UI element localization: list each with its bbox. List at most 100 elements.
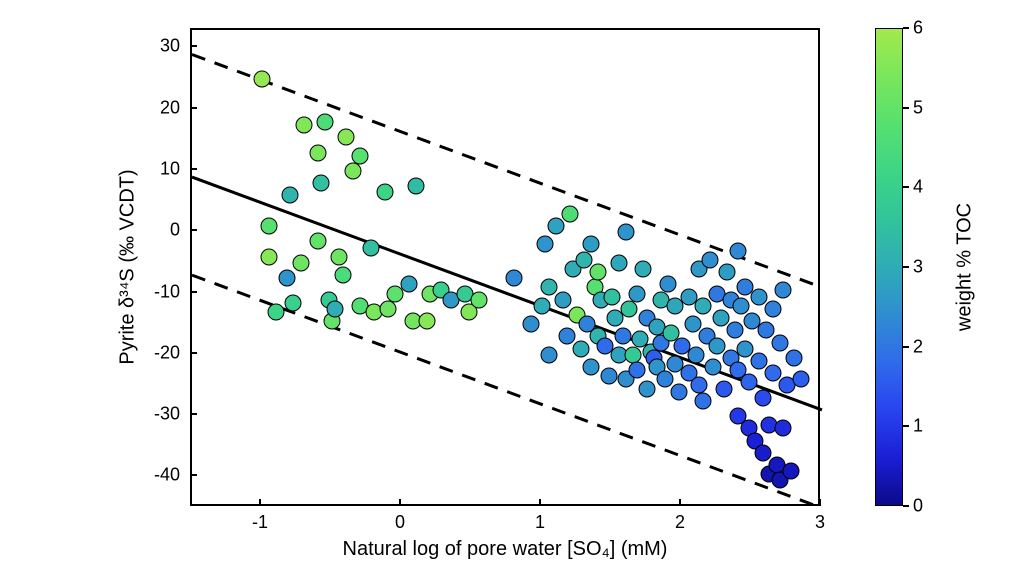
data-point: [732, 297, 749, 314]
data-point: [534, 297, 551, 314]
y-tick-mark: [190, 168, 197, 170]
y-tick-mark: [190, 352, 197, 354]
data-point: [583, 236, 600, 253]
data-point: [718, 264, 735, 281]
data-point: [338, 129, 355, 146]
data-point: [293, 254, 310, 271]
colorbar-tick-mark: [903, 186, 909, 188]
y-tick-label: -20: [154, 342, 180, 363]
data-point: [601, 368, 618, 385]
x-tick-label: -1: [252, 512, 268, 533]
x-tick-mark: [259, 499, 261, 506]
data-point: [618, 224, 635, 241]
colorbar-tick-mark: [903, 346, 909, 348]
data-point: [772, 334, 789, 351]
data-point: [408, 178, 425, 195]
data-point: [279, 270, 296, 287]
data-point: [774, 420, 791, 437]
data-point: [541, 279, 558, 296]
y-axis-label: Pyrite δ³⁴S (‰ VCDT): [117, 169, 140, 364]
colorbar-tick-label: 3: [913, 257, 923, 278]
data-point: [695, 297, 712, 314]
data-point: [793, 371, 810, 388]
data-point: [604, 288, 621, 305]
data-point: [737, 340, 754, 357]
data-point: [345, 162, 362, 179]
data-point: [671, 383, 688, 400]
colorbar-tick-mark: [903, 266, 909, 268]
data-point: [284, 294, 301, 311]
data-point: [573, 340, 590, 357]
data-point: [611, 254, 628, 271]
data-point: [620, 300, 637, 317]
data-point: [401, 276, 418, 293]
y-tick-label: 30: [160, 36, 180, 57]
x-tick-label: 0: [395, 512, 405, 533]
colorbar: [875, 28, 903, 506]
data-point: [704, 359, 721, 376]
data-point: [268, 303, 285, 320]
data-point: [751, 352, 768, 369]
data-point: [634, 261, 651, 278]
data-point: [326, 300, 343, 317]
data-point: [562, 205, 579, 222]
x-tick-label: 1: [535, 512, 545, 533]
colorbar-tick-label: 6: [913, 18, 923, 39]
data-point: [254, 71, 271, 88]
data-point: [629, 362, 646, 379]
x-tick-label: 3: [815, 512, 825, 533]
x-tick-mark: [399, 499, 401, 506]
data-point: [709, 337, 726, 354]
data-point: [380, 300, 397, 317]
x-axis-label: Natural log of pore water [SO₄] (mM): [343, 538, 668, 561]
data-point: [331, 248, 348, 265]
colorbar-label: weight % TOC: [954, 203, 977, 331]
data-point: [786, 349, 803, 366]
data-point: [576, 251, 593, 268]
colorbar-tick-label: 0: [913, 496, 923, 517]
data-point: [751, 288, 768, 305]
data-point: [765, 365, 782, 382]
data-point: [419, 313, 436, 330]
data-point: [335, 267, 352, 284]
data-point: [615, 328, 632, 345]
colorbar-tick-label: 1: [913, 416, 923, 437]
data-point: [310, 233, 327, 250]
y-tick-label: 10: [160, 158, 180, 179]
y-tick-mark: [190, 229, 197, 231]
colorbar-tick-mark: [903, 107, 909, 109]
data-point: [541, 346, 558, 363]
data-point: [695, 392, 712, 409]
data-point: [590, 264, 607, 281]
data-point: [660, 276, 677, 293]
data-point: [755, 389, 772, 406]
data-point: [583, 359, 600, 376]
data-point: [363, 239, 380, 256]
data-point: [555, 291, 572, 308]
y-tick-mark: [190, 474, 197, 476]
colorbar-tick-mark: [903, 27, 909, 29]
data-point: [282, 187, 299, 204]
data-point: [774, 282, 791, 299]
data-point: [755, 444, 772, 461]
data-point: [758, 322, 775, 339]
data-point: [716, 380, 733, 397]
data-point: [629, 285, 646, 302]
data-point: [317, 113, 334, 130]
data-point: [688, 346, 705, 363]
y-tick-mark: [190, 107, 197, 109]
data-point: [625, 346, 642, 363]
data-point: [506, 270, 523, 287]
data-point: [727, 322, 744, 339]
y-tick-mark: [190, 45, 197, 47]
data-point: [559, 328, 576, 345]
x-tick-label: 2: [675, 512, 685, 533]
data-point: [377, 184, 394, 201]
data-point: [310, 144, 327, 161]
data-point: [741, 374, 758, 391]
y-tick-label: -10: [154, 281, 180, 302]
data-point: [536, 236, 553, 253]
y-tick-label: -40: [154, 465, 180, 486]
x-tick-mark: [819, 499, 821, 506]
y-tick-label: 0: [170, 220, 180, 241]
